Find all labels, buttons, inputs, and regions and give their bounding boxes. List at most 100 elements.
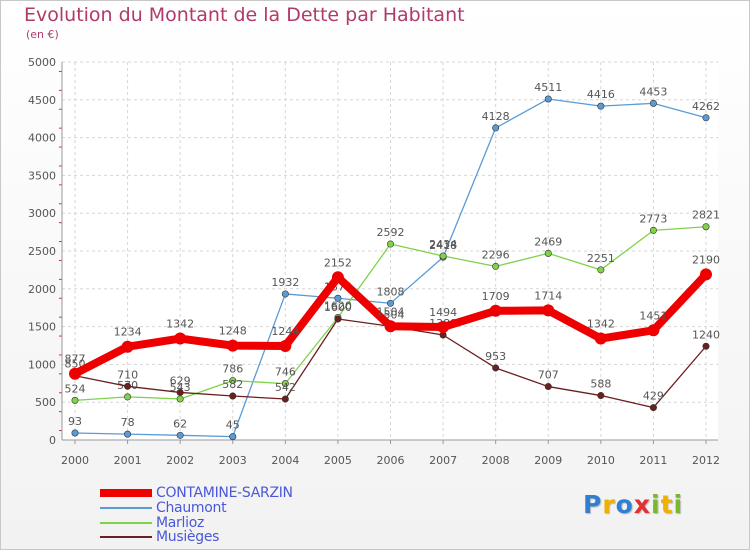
data-point-contamine-sarzin	[647, 324, 660, 337]
x-tick-label: 2004	[271, 454, 299, 467]
data-point-chaumont	[176, 431, 184, 439]
data-point-contamine-sarzin	[174, 332, 187, 345]
legend-item: Musièges	[100, 529, 220, 545]
data-label-contamine-sarzin: 877	[65, 353, 86, 366]
data-point-musieges	[544, 383, 552, 391]
data-label-musieges: 542	[275, 381, 296, 394]
data-point-contamine-sarzin	[121, 340, 134, 353]
data-label-musieges: 1240	[692, 328, 720, 341]
logo-letter: x	[633, 490, 651, 519]
data-point-marlioz	[439, 252, 447, 260]
legend-item: Chaumont	[100, 500, 227, 516]
data-point-musieges	[176, 388, 184, 396]
data-point-chaumont	[71, 429, 79, 437]
data-label-marlioz: 2592	[377, 226, 405, 239]
legend-swatch	[100, 522, 152, 524]
data-label-chaumont: 45	[226, 419, 240, 432]
data-point-contamine-sarzin	[437, 321, 450, 334]
line-chart: 0 500 1000 1500 2000 2500 3000 3500 4000 4500 5000…	[28, 56, 720, 467]
x-tick-label: 2006	[377, 454, 405, 467]
data-point-marlioz	[649, 226, 657, 234]
data-label-musieges: 582	[222, 378, 243, 391]
data-label-marlioz: 2251	[587, 252, 615, 265]
y-tick-label: 4000	[28, 132, 56, 145]
data-label-marlioz: 2821	[692, 209, 720, 222]
y-tick-label: 4500	[28, 94, 56, 107]
legend-swatch	[100, 536, 152, 538]
data-label-musieges: 707	[538, 369, 559, 382]
data-label-musieges: 1600	[324, 301, 352, 314]
y-tick-label: 2000	[28, 283, 56, 296]
data-point-chaumont	[281, 290, 289, 298]
data-point-marlioz	[281, 380, 289, 388]
data-label-contamine-sarzin: 2190	[692, 253, 720, 266]
x-tick-label: 2010	[587, 454, 615, 467]
data-label-musieges: 429	[643, 390, 664, 403]
data-label-contamine-sarzin: 1244	[271, 325, 299, 338]
legend-label: Chaumont	[156, 500, 227, 516]
data-point-marlioz	[176, 395, 184, 403]
data-point-contamine-sarzin	[279, 339, 292, 352]
data-point-musieges	[229, 392, 237, 400]
data-label-chaumont: 4416	[587, 88, 615, 101]
x-tick-label: 2005	[324, 454, 352, 467]
data-label-contamine-sarzin: 2152	[324, 256, 352, 269]
data-label-chaumont: 93	[68, 415, 82, 428]
data-point-contamine-sarzin	[331, 271, 344, 284]
data-point-chaumont	[229, 433, 237, 441]
legend-label: Marlioz	[156, 515, 205, 531]
data-label-marlioz: 2469	[534, 235, 562, 248]
logo-letter: i	[651, 490, 661, 519]
data-label-musieges: 629	[170, 374, 191, 387]
legend-swatch	[100, 507, 152, 509]
data-label-marlioz: 2296	[482, 248, 510, 261]
data-point-chaumont	[492, 124, 500, 132]
data-label-chaumont: 62	[173, 417, 187, 430]
data-point-musieges	[124, 382, 132, 390]
data-point-marlioz	[492, 262, 500, 270]
data-label-chaumont: 4262	[692, 100, 720, 113]
data-label-musieges: 710	[117, 368, 138, 381]
legend-label: CONTAMINE-SARZIN	[156, 485, 293, 501]
data-point-contamine-sarzin	[594, 332, 607, 345]
y-tick-label: 1000	[28, 358, 56, 371]
data-label-chaumont: 1932	[271, 276, 299, 289]
x-tick-label: 2000	[61, 454, 89, 467]
logo-letter: o	[615, 490, 634, 519]
data-label-contamine-sarzin: 1342	[166, 318, 194, 331]
y-tick-label: 2500	[28, 245, 56, 258]
data-label-chaumont: 4128	[482, 110, 510, 123]
data-point-marlioz	[124, 393, 132, 401]
y-tick-label: 0	[49, 434, 56, 447]
data-point-contamine-sarzin	[69, 367, 81, 380]
data-point-contamine-sarzin	[489, 304, 502, 317]
legend-label: Musièges	[156, 529, 220, 545]
data-point-musieges	[492, 364, 500, 372]
data-point-chaumont	[386, 299, 394, 307]
data-point-chaumont	[544, 95, 552, 103]
data-label-marlioz: 2434	[429, 238, 457, 251]
data-label-contamine-sarzin: 1709	[482, 290, 510, 303]
y-tick-label: 5000	[28, 56, 56, 69]
data-point-contamine-sarzin	[384, 320, 397, 333]
data-label-marlioz: 786	[222, 363, 243, 376]
y-tick-label: 3500	[28, 169, 56, 182]
data-point-chaumont	[334, 294, 342, 302]
data-label-chaumont: 2418	[429, 239, 457, 252]
data-point-marlioz	[597, 266, 605, 274]
data-label-contamine-sarzin: 1494	[429, 306, 457, 319]
y-tick-label: 500	[35, 396, 56, 409]
x-tick-label: 2008	[482, 454, 510, 467]
data-label-marlioz: 2773	[639, 212, 667, 225]
data-label-chaumont: 4453	[639, 85, 667, 98]
x-tick-label: 2009	[534, 454, 562, 467]
data-label-contamine-sarzin: 1234	[114, 326, 142, 339]
data-label-marlioz: 746	[275, 366, 296, 379]
data-point-musieges	[334, 315, 342, 323]
data-label-marlioz: 1620	[324, 300, 352, 313]
data-label-contamine-sarzin: 1342	[587, 318, 615, 331]
data-label-chaumont: 78	[121, 416, 135, 429]
x-tick-label: 2002	[166, 454, 194, 467]
data-point-marlioz	[386, 240, 394, 248]
x-tick-label: 2003	[219, 454, 247, 467]
